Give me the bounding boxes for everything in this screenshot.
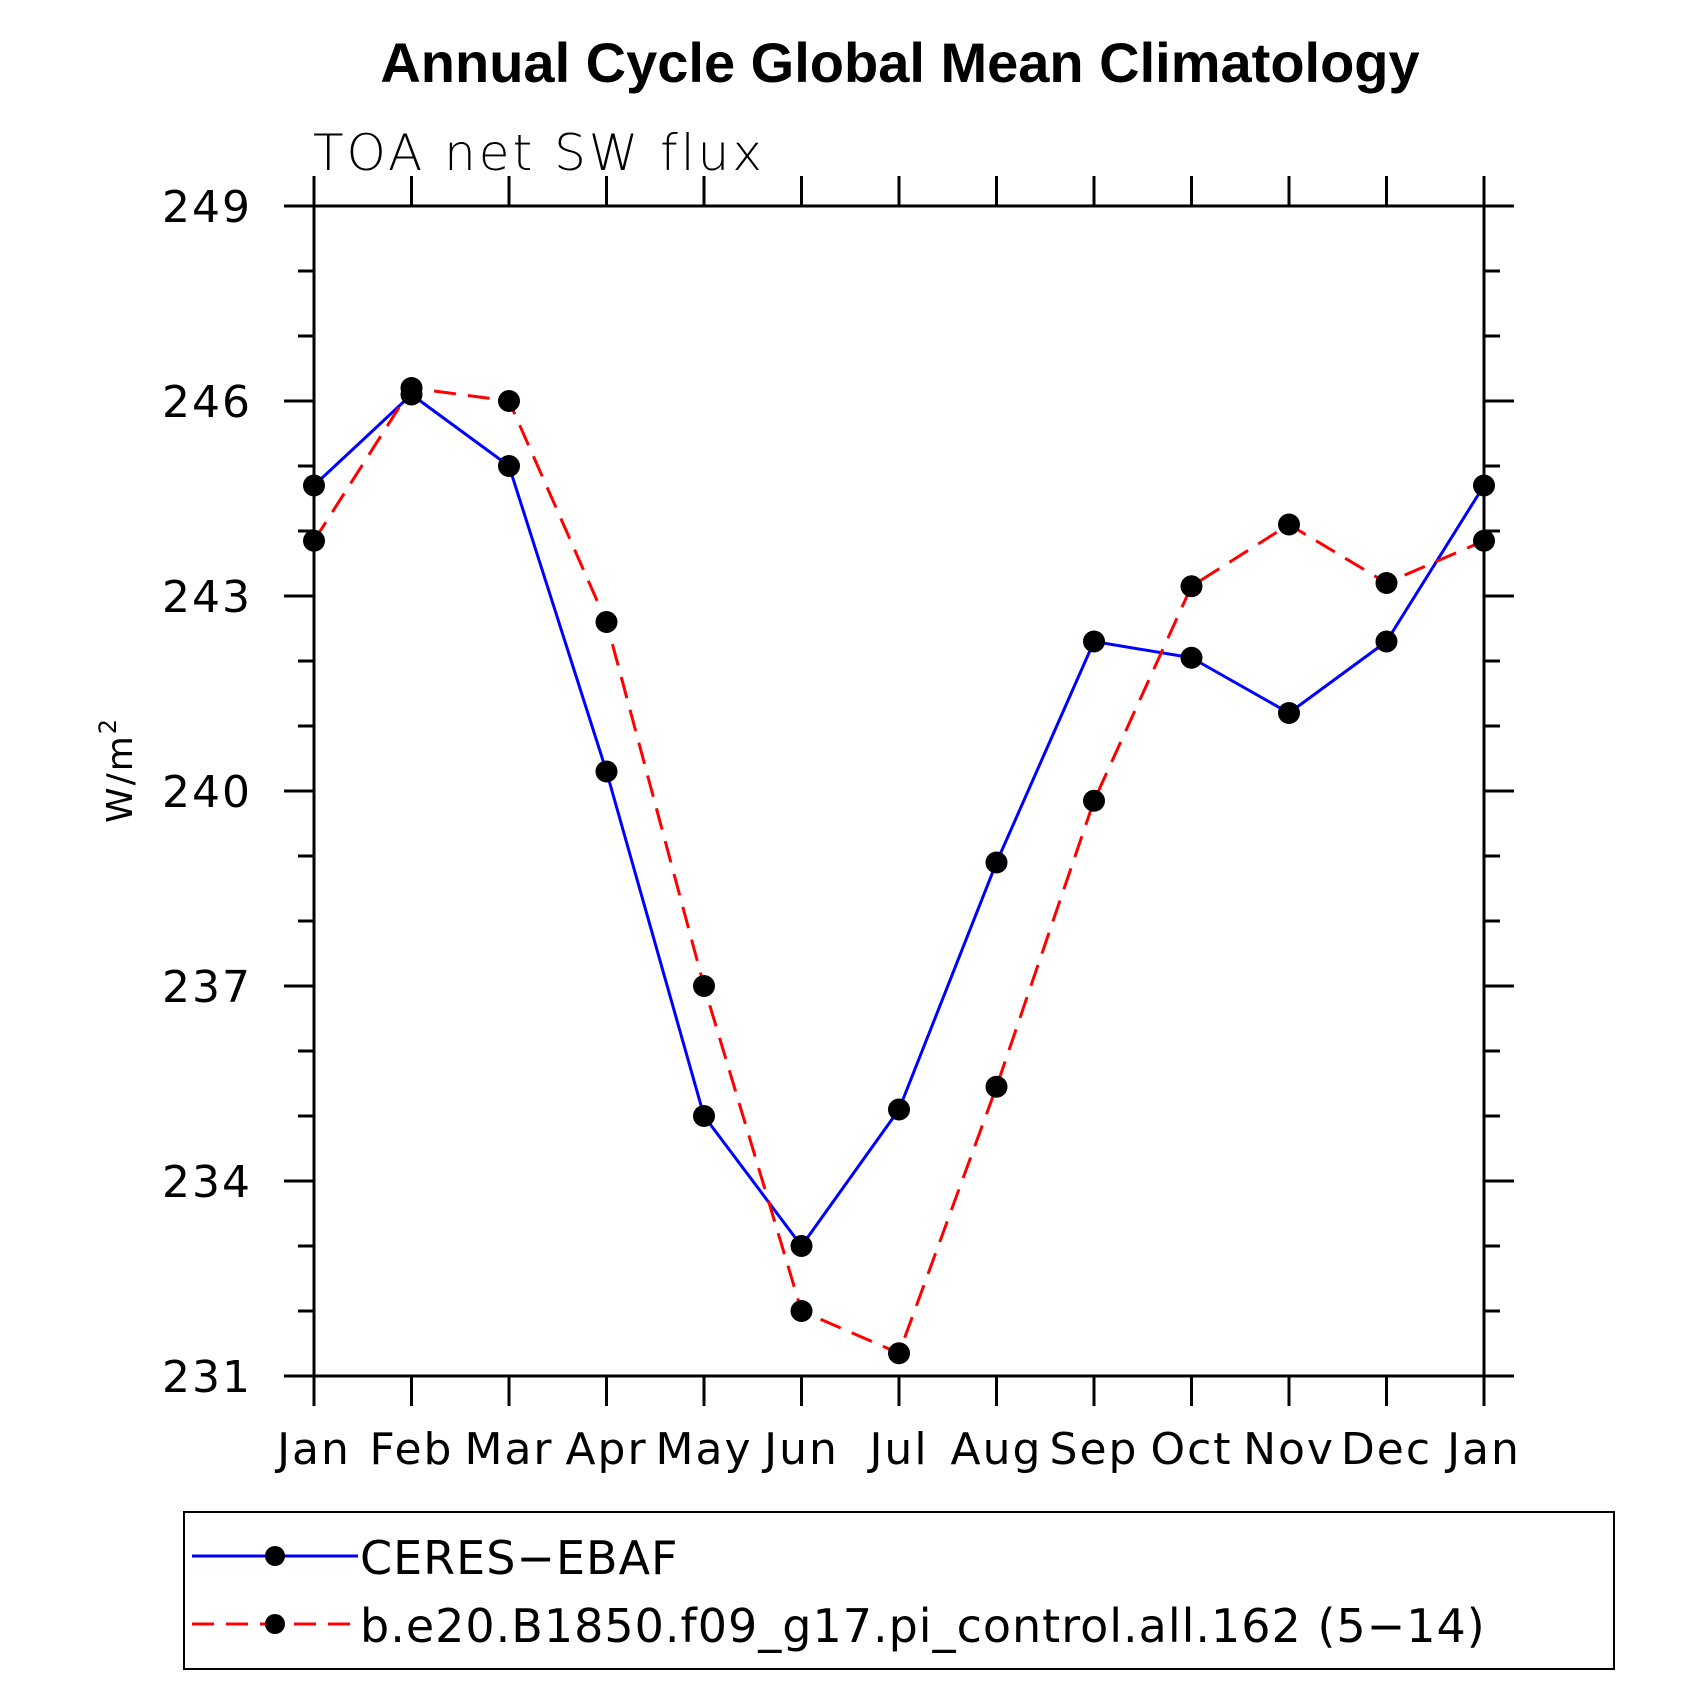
data-point-series-1 xyxy=(790,1300,813,1322)
x-tick-label: Jan xyxy=(1444,1424,1521,1475)
data-point-series-0 xyxy=(1473,474,1495,497)
x-tick-label: Feb xyxy=(370,1424,454,1475)
data-point-series-1 xyxy=(1180,575,1203,598)
x-tick-label: Nov xyxy=(1243,1424,1335,1475)
data-point-series-0 xyxy=(1375,630,1398,653)
data-point-series-1 xyxy=(985,1075,1008,1098)
x-tick-label: Sep xyxy=(1050,1424,1139,1475)
data-point-series-0 xyxy=(790,1235,813,1257)
x-tick-label: Jul xyxy=(866,1424,928,1475)
x-tick-label: May xyxy=(656,1424,753,1475)
data-point-series-0 xyxy=(303,474,325,497)
data-point-series-1 xyxy=(1375,572,1398,594)
x-tick-label: Dec xyxy=(1341,1424,1432,1475)
legend-label-ceres: CERES−EBAF xyxy=(360,1531,679,1585)
data-point-series-1 xyxy=(1473,529,1495,552)
data-point-series-0 xyxy=(498,455,520,477)
y-tick-labels: 249 246 243 240 237 234 231 xyxy=(162,182,252,1403)
data-point-series-0 xyxy=(1083,630,1105,653)
data-point-series-0 xyxy=(985,851,1008,874)
y-tick-label: 234 xyxy=(162,1157,252,1208)
series-line-1 xyxy=(312,386,1485,1355)
series-markers xyxy=(303,377,1495,1365)
svg-text:W/m2: W/m2 xyxy=(94,717,141,823)
data-point-series-1 xyxy=(1278,513,1300,536)
data-point-series-0 xyxy=(595,760,618,783)
data-point-series-1 xyxy=(498,390,520,412)
y-tick-label: 237 xyxy=(162,962,252,1013)
y-tick-label: 246 xyxy=(162,377,252,428)
x-tick-label: Jan xyxy=(274,1424,351,1475)
data-point-series-1 xyxy=(1083,789,1105,812)
legend-marker-model xyxy=(265,1614,285,1634)
y-tick-label: 231 xyxy=(162,1352,252,1403)
y-tick-label: 249 xyxy=(162,182,252,233)
legend: CERES−EBAF b.e20.B1850.f09_g17.pi_contro… xyxy=(183,1511,1615,1670)
x-tick-label: Aug xyxy=(951,1424,1043,1475)
x-tick-label: Oct xyxy=(1150,1424,1232,1475)
legend-box xyxy=(183,1511,1615,1670)
y-axis-label: W/m2 xyxy=(94,717,141,823)
data-point-series-1 xyxy=(595,611,618,633)
x-tick-label: Mar xyxy=(464,1424,553,1475)
legend-marker-ceres xyxy=(265,1546,285,1566)
x-tick-label: Jun xyxy=(761,1424,839,1475)
data-point-series-1 xyxy=(888,1342,910,1365)
y-axis-label-superscript: 2 xyxy=(94,717,122,734)
data-point-series-1 xyxy=(303,529,325,552)
data-point-series-0 xyxy=(1180,646,1203,669)
series-lines xyxy=(312,386,1486,1355)
data-point-series-0 xyxy=(693,1105,715,1127)
data-point-series-0 xyxy=(1278,702,1300,724)
legend-label-model: b.e20.B1850.f09_g17.pi_control.all.162 (… xyxy=(360,1599,1486,1653)
axis-ticks xyxy=(284,176,1514,1406)
data-point-series-1 xyxy=(400,377,423,399)
data-point-series-1 xyxy=(693,975,715,997)
data-point-series-0 xyxy=(888,1098,910,1121)
y-axis-label-text: W/m xyxy=(100,734,141,823)
y-tick-label: 240 xyxy=(162,767,252,818)
plot-frame xyxy=(312,204,1486,1378)
x-tick-labels: Jan Feb Mar Apr May Jun Jul Aug Sep Oct Nov Dec Jan xyxy=(274,1424,1521,1475)
y-tick-label: 243 xyxy=(162,572,252,623)
x-tick-label: Apr xyxy=(565,1424,647,1475)
chart-subtitle: TOA net SW flux xyxy=(313,124,765,182)
chart-title: Annual Cycle Global Mean Climatology xyxy=(380,31,1419,94)
